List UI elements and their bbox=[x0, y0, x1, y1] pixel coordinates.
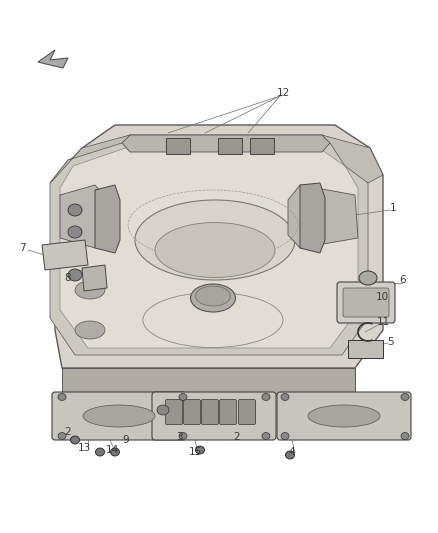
FancyBboxPatch shape bbox=[152, 392, 276, 440]
Bar bbox=[218, 138, 242, 154]
Ellipse shape bbox=[58, 432, 66, 440]
Polygon shape bbox=[55, 125, 383, 368]
Ellipse shape bbox=[110, 448, 120, 456]
Polygon shape bbox=[50, 135, 130, 183]
Polygon shape bbox=[288, 185, 358, 248]
Ellipse shape bbox=[155, 222, 275, 278]
Text: 12: 12 bbox=[276, 88, 290, 98]
Ellipse shape bbox=[75, 321, 105, 339]
Ellipse shape bbox=[135, 200, 295, 280]
Polygon shape bbox=[62, 368, 355, 395]
Polygon shape bbox=[60, 143, 358, 348]
Text: 3: 3 bbox=[176, 432, 182, 442]
FancyBboxPatch shape bbox=[166, 400, 183, 424]
Ellipse shape bbox=[195, 286, 230, 306]
Text: 13: 13 bbox=[78, 443, 91, 453]
Polygon shape bbox=[50, 135, 368, 355]
Bar bbox=[166, 138, 190, 154]
Text: 1: 1 bbox=[390, 203, 396, 213]
Ellipse shape bbox=[401, 393, 409, 400]
Ellipse shape bbox=[281, 393, 289, 400]
Polygon shape bbox=[300, 183, 325, 253]
Ellipse shape bbox=[68, 249, 82, 261]
Ellipse shape bbox=[179, 393, 187, 400]
Ellipse shape bbox=[71, 436, 80, 444]
Text: 8: 8 bbox=[65, 273, 71, 283]
Ellipse shape bbox=[58, 393, 66, 400]
Polygon shape bbox=[95, 185, 120, 253]
FancyBboxPatch shape bbox=[343, 288, 389, 317]
Ellipse shape bbox=[401, 432, 409, 440]
FancyBboxPatch shape bbox=[201, 400, 219, 424]
Ellipse shape bbox=[262, 393, 270, 400]
FancyBboxPatch shape bbox=[277, 392, 411, 440]
Ellipse shape bbox=[191, 284, 236, 312]
Ellipse shape bbox=[95, 448, 105, 456]
Ellipse shape bbox=[68, 226, 82, 238]
Ellipse shape bbox=[83, 405, 155, 427]
FancyBboxPatch shape bbox=[219, 400, 237, 424]
Ellipse shape bbox=[359, 271, 377, 285]
Ellipse shape bbox=[286, 451, 294, 459]
FancyBboxPatch shape bbox=[184, 400, 201, 424]
FancyBboxPatch shape bbox=[239, 400, 255, 424]
Ellipse shape bbox=[68, 269, 82, 281]
Ellipse shape bbox=[262, 432, 270, 440]
Polygon shape bbox=[122, 135, 330, 152]
Text: 14: 14 bbox=[106, 445, 119, 455]
Polygon shape bbox=[82, 265, 107, 291]
FancyBboxPatch shape bbox=[52, 392, 186, 440]
Text: 2: 2 bbox=[234, 432, 240, 442]
FancyBboxPatch shape bbox=[337, 282, 395, 323]
Polygon shape bbox=[42, 240, 88, 270]
Text: 10: 10 bbox=[375, 292, 389, 302]
Ellipse shape bbox=[308, 405, 380, 427]
Polygon shape bbox=[38, 50, 68, 68]
Ellipse shape bbox=[281, 432, 289, 440]
Ellipse shape bbox=[68, 204, 82, 216]
Polygon shape bbox=[322, 135, 383, 183]
Text: 6: 6 bbox=[400, 275, 406, 285]
Ellipse shape bbox=[195, 446, 205, 454]
Ellipse shape bbox=[157, 405, 169, 415]
Text: 7: 7 bbox=[19, 243, 25, 253]
Text: 2: 2 bbox=[65, 427, 71, 437]
Ellipse shape bbox=[75, 281, 105, 299]
Ellipse shape bbox=[179, 432, 187, 440]
Text: 9: 9 bbox=[123, 435, 129, 445]
Polygon shape bbox=[348, 340, 383, 358]
Text: 11: 11 bbox=[376, 317, 390, 327]
Text: 5: 5 bbox=[387, 337, 393, 347]
Text: 4: 4 bbox=[289, 447, 295, 457]
Polygon shape bbox=[60, 185, 108, 248]
Text: 15: 15 bbox=[188, 447, 201, 457]
Bar bbox=[250, 138, 274, 154]
